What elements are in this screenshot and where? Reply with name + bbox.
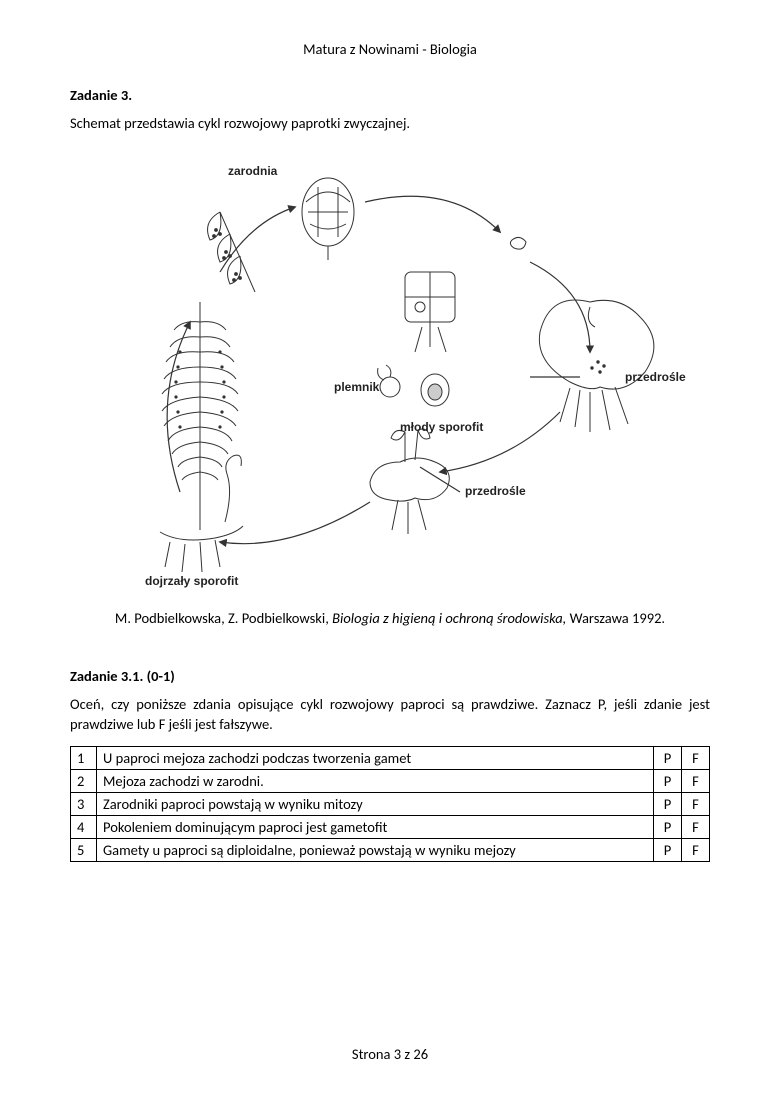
option-p[interactable]: P [654,770,682,793]
option-p[interactable]: P [654,839,682,862]
row-num: 2 [71,770,97,793]
citation: M. Podbielkowska, Z. Podbielkowski, Biol… [70,609,710,627]
label-przedrosle-2: przedrośle [465,484,526,498]
option-f[interactable]: F [682,793,710,816]
row-num: 4 [71,816,97,839]
task31-title: Zadanie 3.1. (0-1) [70,667,710,685]
option-f[interactable]: F [682,839,710,862]
lifecycle-diagram: zarodnia plemnik przedrośle młody sporof… [70,152,710,597]
row-text: Pokoleniem dominującym paproci jest game… [97,816,654,839]
citation-title: Biologia z higieną i ochroną środowiska, [332,609,569,627]
option-p[interactable]: P [654,747,682,770]
citation-rest: Warszawa 1992. [570,609,666,627]
label-dojrzaly-sporofit: dojrzały sporofit [145,574,238,588]
row-text: Mejoza zachodzi w zarodni. [97,770,654,793]
row-num: 1 [71,747,97,770]
row-num: 5 [71,839,97,862]
option-f[interactable]: F [682,747,710,770]
option-f[interactable]: F [682,770,710,793]
task3-desc: Schemat przedstawia cykl rozwojowy papro… [70,114,710,132]
row-text: U paproci mejoza zachodzi podczas tworze… [97,747,654,770]
label-plemnik: plemnik [334,380,379,394]
table-row: 5Gamety u paproci są diploidalne, poniew… [71,839,710,862]
table-row: 3Zarodniki paproci powstają w wyniku mit… [71,793,710,816]
label-mlody-sporofit: młody sporofit [400,420,483,434]
row-text: Zarodniki paproci powstają w wyniku mito… [97,793,654,816]
row-num: 3 [71,793,97,816]
pf-table: 1U paproci mejoza zachodzi podczas tworz… [70,746,710,862]
option-p[interactable]: P [654,816,682,839]
label-przedrosle-1: przedrośle [625,370,686,384]
row-text: Gamety u paproci są diploidalne, poniewa… [97,839,654,862]
table-row: 2Mejoza zachodzi w zarodni.PF [71,770,710,793]
option-f[interactable]: F [682,816,710,839]
label-zarodnia: zarodnia [228,164,277,178]
page-footer: Strona 3 z 26 [0,1045,780,1063]
option-p[interactable]: P [654,793,682,816]
task31-desc: Oceń, czy poniższe zdania opisujące cykl… [70,695,710,734]
citation-author: M. Podbielkowska, Z. Podbielkowski, [115,609,332,627]
table-row: 4Pokoleniem dominującym paproci jest gam… [71,816,710,839]
table-row: 1U paproci mejoza zachodzi podczas tworz… [71,747,710,770]
page-header: Matura z Nowinami - Biologia [70,40,710,58]
task3-title: Zadanie 3. [70,86,710,104]
